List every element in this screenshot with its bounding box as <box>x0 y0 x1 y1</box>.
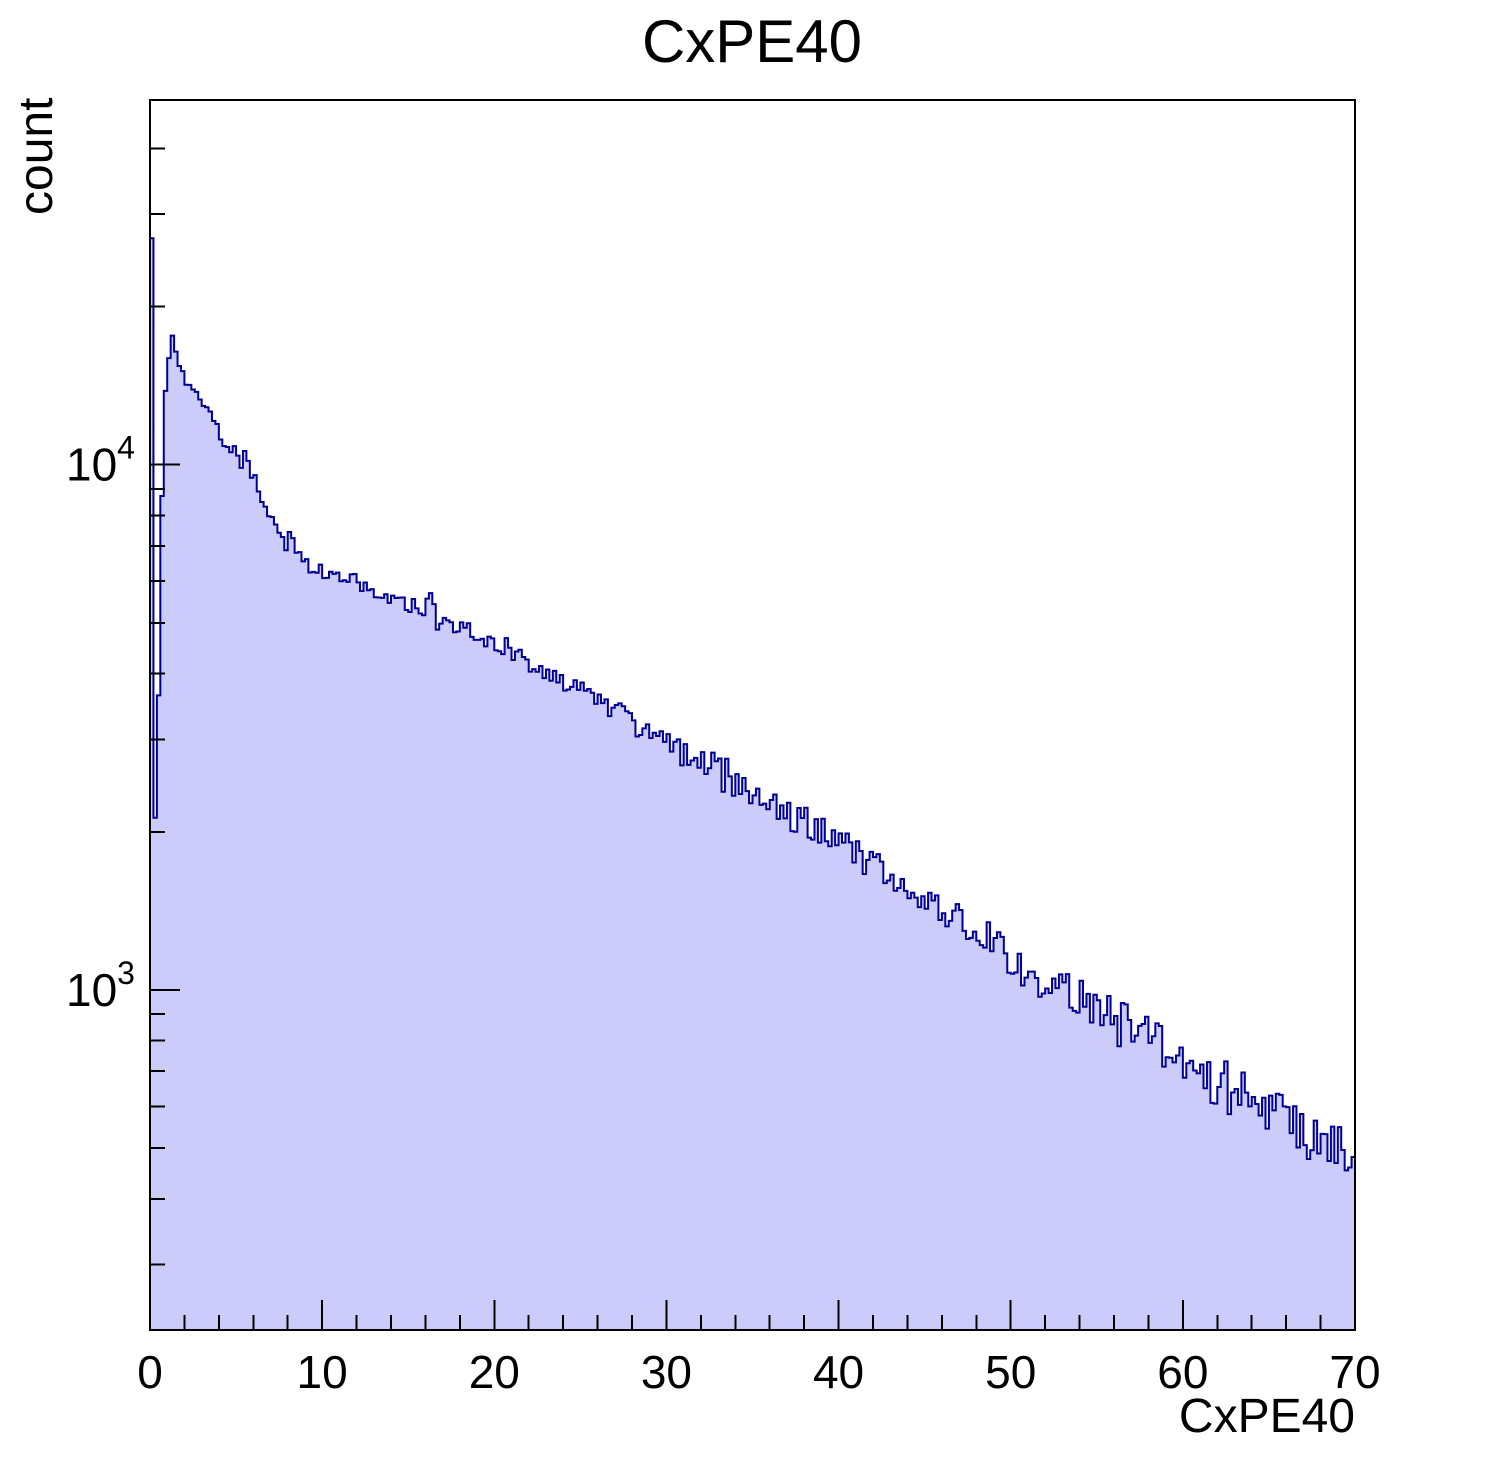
x-tick-label: 20 <box>469 1346 520 1398</box>
chart-title: CxPE40 <box>642 8 862 75</box>
y-tick-label: 103 <box>66 955 135 1016</box>
x-tick-label: 10 <box>297 1346 348 1398</box>
y-axis-title: count <box>10 98 63 215</box>
y-tick-label: 104 <box>66 430 135 491</box>
histogram-outline <box>149 237 1356 1330</box>
x-axis-ticks <box>149 1300 1356 1330</box>
histogram-area <box>150 238 1355 1331</box>
x-axis-tick-labels: 0 10 20 30 40 50 60 70 <box>137 1346 1380 1398</box>
y-axis-ticks <box>150 147 180 1266</box>
x-tick-label: 70 <box>1329 1346 1380 1398</box>
x-tick-label: 40 <box>813 1346 864 1398</box>
plot-frame <box>149 99 1356 1331</box>
x-axis-title: CxPE40 <box>1179 1390 1355 1443</box>
x-tick-label: 30 <box>641 1346 692 1398</box>
x-tick-label: 50 <box>985 1346 1036 1398</box>
x-tick-label: 60 <box>1157 1346 1208 1398</box>
x-tick-label: 0 <box>137 1346 163 1398</box>
y-axis-tick-labels: 103 104 <box>66 430 135 1016</box>
